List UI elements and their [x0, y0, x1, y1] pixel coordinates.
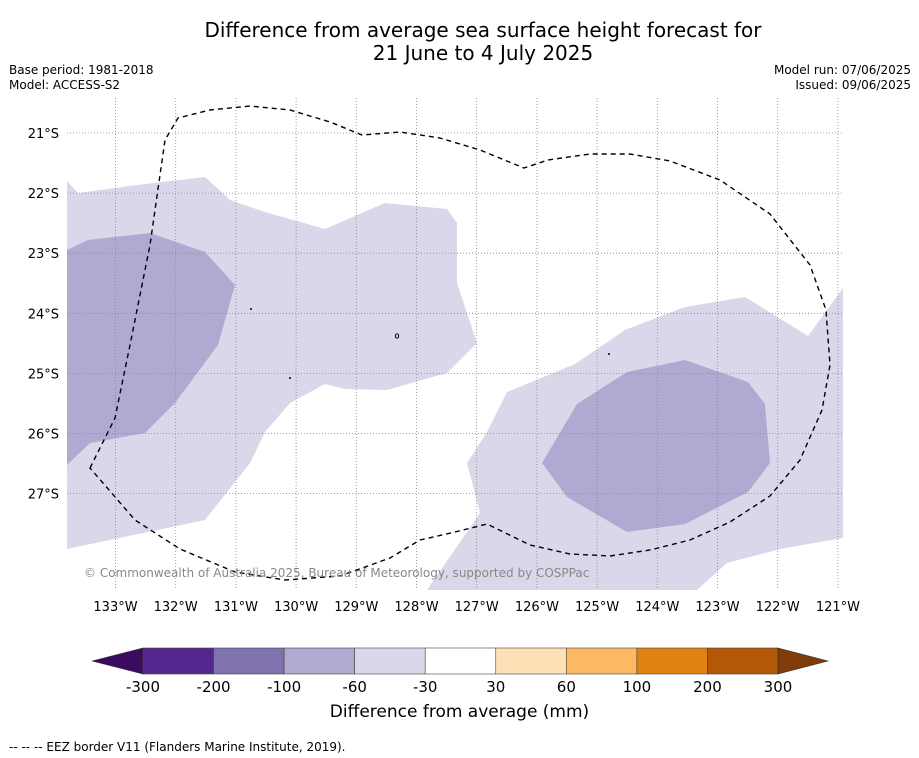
latitude-label: 23°S [28, 247, 59, 262]
latitude-label: 26°S [28, 428, 59, 443]
colorbar-swatch [142, 647, 214, 675]
title-line-1: Difference from average sea surface heig… [204, 18, 762, 42]
meta-left: Base period: 1981-2018 Model: ACCESS-S2 [9, 63, 154, 93]
longitude-label: 129°W [334, 600, 378, 615]
colorbar-tick-label: -60 [342, 678, 367, 696]
colorbar-label: Difference from average (mm) [329, 702, 590, 722]
colorbar-tick-label: -300 [126, 678, 160, 696]
colorbar-tick-label: 200 [693, 678, 722, 696]
island-marker [608, 353, 610, 355]
colorbar-swatch [283, 647, 355, 675]
colorbar: -300 -200 -100 -60 -30 30 60 100 200 300 [91, 647, 830, 696]
meta-right: Model run: 07/06/2025 Issued: 09/06/2025 [774, 63, 911, 93]
base-period-text: Base period: 1981-2018 [9, 63, 154, 77]
colorbar-tick-label: -200 [197, 678, 231, 696]
eez-border [89, 105, 831, 581]
colorbar-tick-label: 30 [486, 678, 505, 696]
latitude-label: 27°S [28, 488, 59, 503]
longitude-labels: 133°W 132°W 131°W 130°W 129°W 128°W 127°W 126°W… [93, 600, 860, 615]
colorbar-swatch [707, 647, 779, 675]
colorbar-tick-label: -30 [413, 678, 438, 696]
copyright-text: © Commonwealth of Australia 2025, Bureau… [84, 566, 589, 580]
issued-text: Issued: 09/06/2025 [795, 78, 911, 92]
colorbar-swatch [354, 647, 426, 675]
map-canvas: 21°S22°S23°S24°S25°S26°S27°S 133°W 132°W 1… [28, 98, 860, 696]
title-line-2: 21 June to 4 July 2025 [372, 41, 594, 65]
latitude-label: 22°S [28, 187, 59, 202]
colorbar-swatch [636, 647, 708, 675]
island-marker [394, 333, 400, 339]
anomaly-region-east-dark [542, 360, 770, 532]
eez-legend-footnote: -- -- -- EEZ border V11 (Flanders Marine… [9, 740, 346, 754]
model-text: Model: ACCESS-S2 [9, 78, 121, 92]
model-run-text: Model run: 07/06/2025 [773, 63, 911, 77]
longitude-label: 128°W [394, 600, 438, 615]
colorbar-swatch [495, 647, 567, 675]
latitude-label: 24°S [28, 307, 59, 322]
island-markers [250, 308, 610, 379]
colorbar-tick-label: 60 [557, 678, 576, 696]
longitude-label: 126°W [515, 600, 559, 615]
colorbar-tick-label: -100 [267, 678, 301, 696]
longitude-label: 124°W [635, 600, 679, 615]
colorbar-swatch [213, 647, 285, 675]
latitude-labels: 21°S 22°S 23°S 24°S 25°S 26°S 27°S [28, 127, 59, 503]
longitude-label: 133°W [93, 600, 137, 615]
colorbar-tick-label: 300 [764, 678, 793, 696]
colorbar-tick-label: 100 [623, 678, 652, 696]
anomaly-region-west-dark [67, 233, 235, 465]
longitude-label: 130°W [274, 600, 318, 615]
island-marker [289, 377, 291, 379]
gridlines [67, 98, 843, 590]
colorbar-swatch [424, 647, 497, 675]
longitude-label: 131°W [214, 600, 258, 615]
longitude-label: 122°W [756, 600, 800, 615]
chart-title: Difference from average sea surface heig… [0, 19, 919, 65]
latitude-label: 25°S [28, 367, 59, 382]
colorbar-swatch [566, 647, 638, 675]
longitude-label: 121°W [816, 600, 860, 615]
longitude-label: 132°W [154, 600, 198, 615]
colorbar-extend-high [777, 647, 830, 675]
longitude-label: 125°W [575, 600, 619, 615]
colorbar-extend-low [91, 647, 144, 675]
latitude-label: 21°S [28, 127, 59, 142]
longitude-label: 123°W [695, 600, 739, 615]
island-marker [250, 308, 252, 310]
longitude-label: 127°W [455, 600, 499, 615]
